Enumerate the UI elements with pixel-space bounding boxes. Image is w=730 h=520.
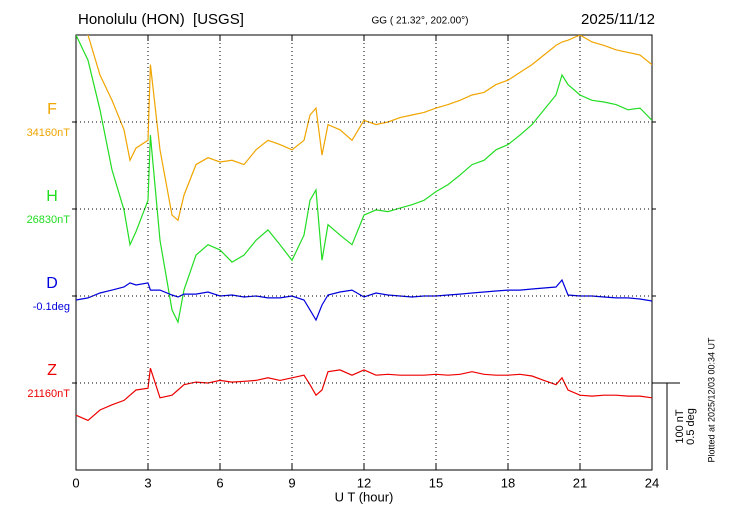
baseline-label: 26830nT — [27, 214, 71, 226]
x-tick-label: 18 — [501, 475, 515, 490]
series-name: H — [46, 188, 58, 205]
series-name: D — [46, 275, 58, 292]
x-tick-label: 3 — [144, 475, 151, 490]
baseline-label: -0.1deg — [33, 301, 70, 313]
trace — [76, 278, 652, 322]
footnote: Plotted at 2025/12/03 00:34 UT — [706, 337, 716, 463]
trace — [76, 35, 652, 324]
series-name: Z — [47, 362, 57, 379]
x-tick-label: 15 — [429, 475, 443, 490]
baseline-label: 34160nT — [27, 127, 71, 139]
chart-date: 2025/11/12 — [581, 11, 655, 28]
x-tick-label: 24 — [645, 475, 659, 490]
scale-bar-label: 100 nT — [674, 409, 686, 444]
x-tick-label: 6 — [216, 475, 223, 490]
x-tick-label: 0 — [72, 475, 79, 490]
x-tick-label: 9 — [288, 475, 295, 490]
chart-title: Honolulu (HON) [USGS] — [78, 11, 244, 28]
series-name: F — [47, 101, 57, 118]
x-axis-label: U T (hour) — [335, 489, 394, 504]
x-tick-label: 21 — [573, 475, 587, 490]
plot-area — [76, 35, 652, 422]
trace — [87, 35, 652, 222]
trace — [76, 368, 652, 422]
chart-subtitle: GG ( 21.32°, 202.00°) — [372, 16, 469, 27]
baseline-label: 21160nT — [27, 388, 70, 400]
x-tick-label: 12 — [357, 475, 371, 490]
scale-bar-label: 0.5 deg — [685, 408, 697, 445]
